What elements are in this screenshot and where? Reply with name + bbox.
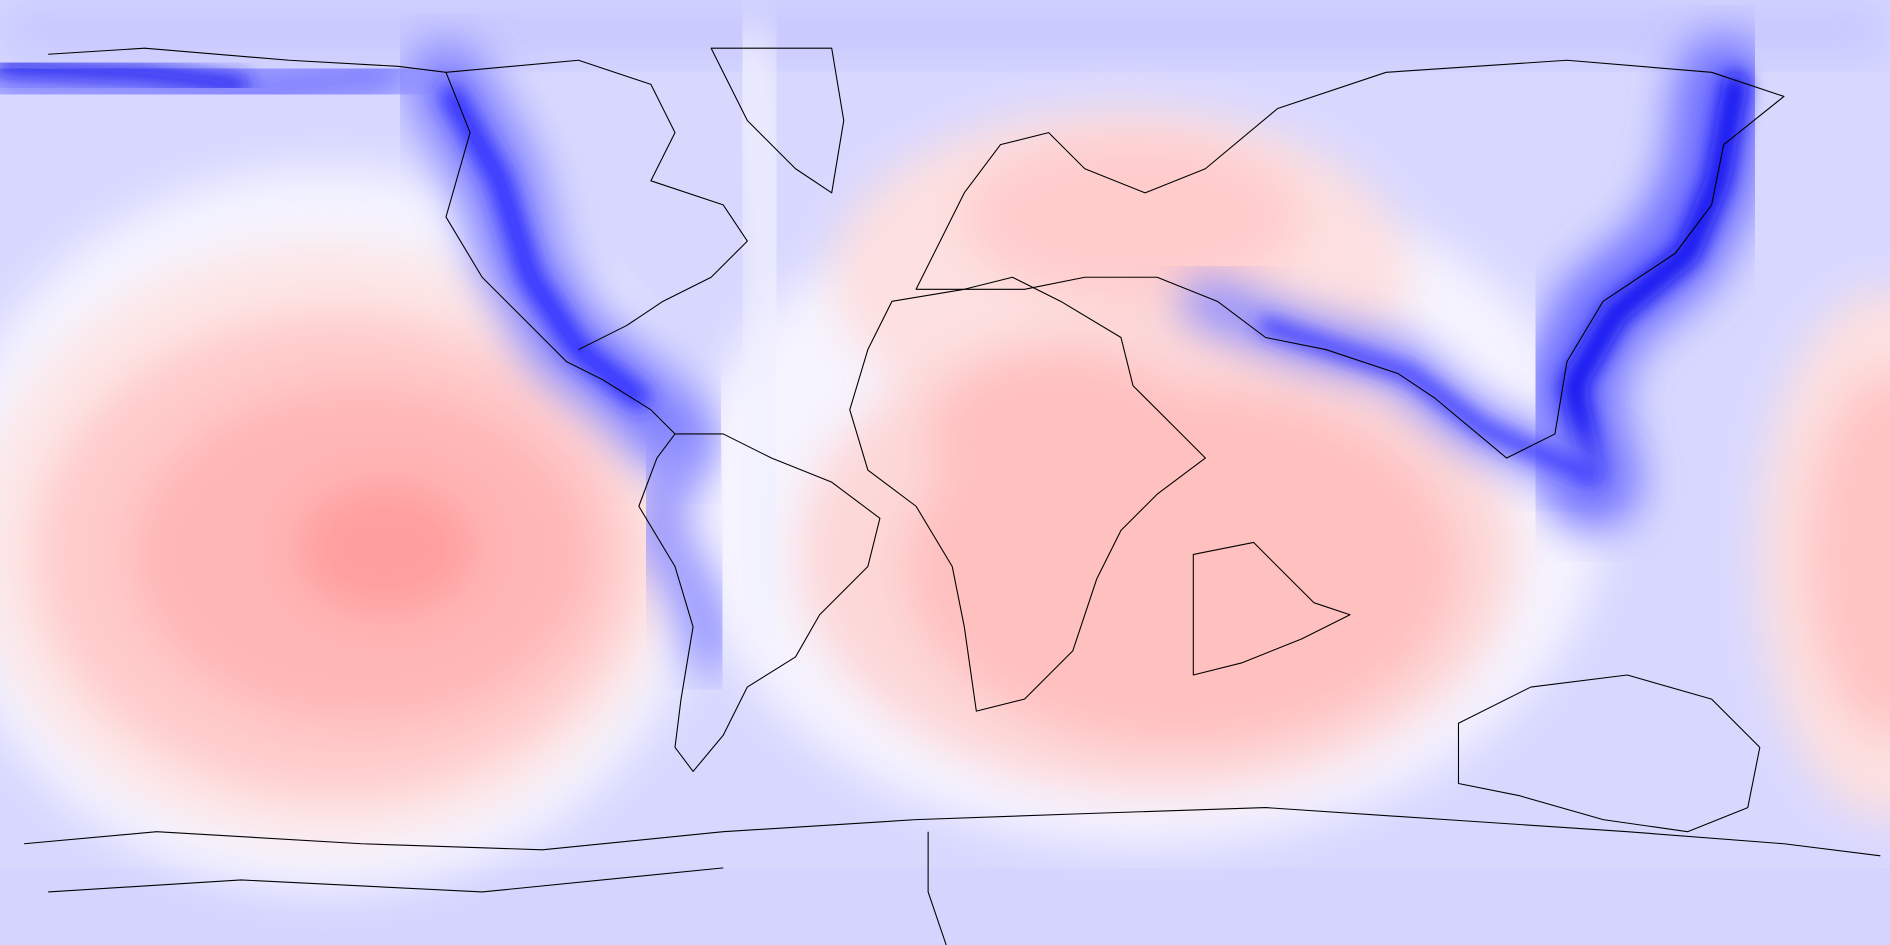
east-high	[1757, 289, 1890, 820]
contour	[1805, 373, 1890, 736]
low-core	[0, 57, 250, 93]
low-core	[1258, 318, 1599, 484]
boundary	[927, 831, 947, 945]
eurasia	[915, 59, 1785, 459]
landmass	[1192, 541, 1351, 676]
pacific-high	[0, 168, 712, 892]
low-core	[441, 85, 650, 409]
coastlines	[24, 47, 1881, 945]
americas-west	[48, 47, 881, 772]
africa	[849, 276, 1206, 712]
australia	[1457, 674, 1761, 833]
antarctica	[24, 807, 1881, 857]
contour	[964, 132, 1302, 302]
contour	[928, 349, 1194, 519]
north-america-east	[445, 59, 748, 351]
neutral-band	[723, 24, 796, 627]
contour	[295, 482, 477, 615]
low-band	[632, 433, 736, 675]
ice-shelf	[48, 867, 724, 893]
greenland	[710, 47, 845, 194]
lows	[0, 24, 1772, 675]
low-core	[1560, 72, 1748, 483]
polar-band	[0, 0, 1890, 61]
